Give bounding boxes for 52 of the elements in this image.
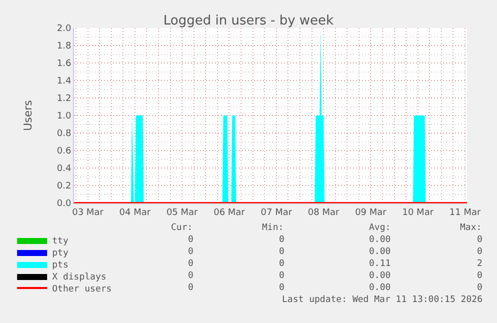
y-tick-label: 1.2 [56,94,72,104]
text: 0 [279,271,284,281]
text: 0 [188,259,194,269]
y-tick-label: 0.6 [56,146,72,157]
legend-label: pty [52,248,69,259]
text: 0 [477,271,482,281]
y-tick-label: 2.0 [56,24,72,34]
x-tick-label: 08 Mar [308,208,340,218]
text: 0 [279,259,284,269]
text: 0 [477,235,482,245]
text: 0 [279,247,284,257]
text: Min: [262,223,284,233]
text: 0.00 [369,283,391,293]
x-tick-label: 10 Mar [402,208,434,218]
x-tick-label: 09 Mar [355,208,387,218]
x-tick-label: 05 Mar [166,208,198,218]
text: 0 [188,235,194,245]
text: 0.00 [369,247,391,257]
y-tick-label: 1.4 [56,76,72,87]
y-tick-label: 0.8 [56,129,72,140]
legend-label: pts [52,260,68,271]
text: 0.11 [369,259,391,269]
y-tick-label: 1.8 [56,42,72,52]
text: Cur: [171,223,193,233]
x-tick-label: 07 Mar [260,208,292,218]
text: 0 [477,247,482,257]
text: Max: [460,223,482,233]
y-tick-label: 1.6 [56,59,72,70]
y-tick-label: 0.0 [56,199,72,210]
x-tick-label: 03 Mar [72,208,104,218]
text: 0 [279,283,284,293]
text: 0 [477,283,482,293]
text: 0 [188,247,194,257]
x-tick-label: 04 Mar [119,208,151,218]
y-tick-label: 0.2 [56,182,72,192]
y-axis-title: Users [22,100,35,131]
legend-label: Other users [52,284,112,295]
text: 0 [188,271,194,281]
y-tick-label: 1.0 [56,112,72,122]
text: 0.00 [369,235,391,245]
legend-label: tty [52,236,69,247]
text: 0.00 [369,271,391,281]
legend-label: X displays [52,272,106,283]
x-tick-label: 06 Mar [214,208,246,218]
chart-title: Logged in users - by week [163,14,334,29]
y-tick-label: 0.4 [56,164,72,174]
text: Avg: [369,223,391,233]
text: Last update: Wed Mar 11 13:00:15 2026 [282,295,482,305]
text: 0 [279,235,284,245]
text: 0 [188,283,194,293]
text: 2 [477,259,482,269]
x-tick-label: 11 Mar [449,208,481,218]
